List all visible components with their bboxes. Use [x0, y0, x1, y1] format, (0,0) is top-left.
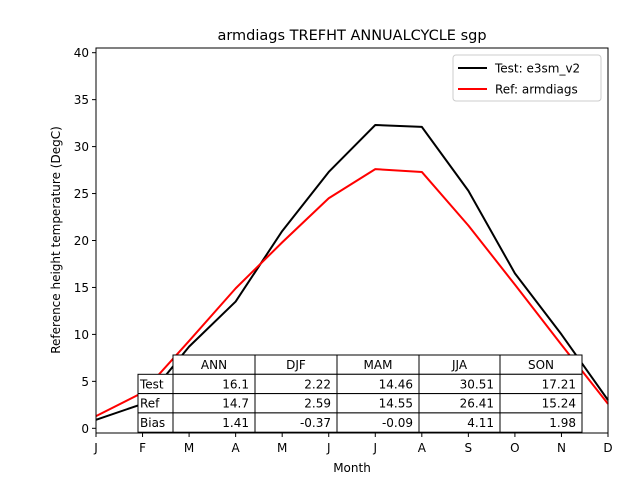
x-tick-label: J: [326, 441, 331, 455]
table-cell-value: 30.51: [460, 377, 494, 391]
table-header-label: JJA: [451, 358, 468, 372]
table-row-label: Test: [139, 377, 164, 391]
table-cell: [499, 412, 583, 433]
y-tick-label: 20: [74, 234, 89, 248]
table-cell-value: 17.21: [542, 377, 576, 391]
x-tick-label: J: [93, 441, 98, 455]
x-tick-label: M: [184, 441, 194, 455]
table-cell-value: -0.09: [382, 416, 413, 430]
x-tick-label: S: [465, 441, 473, 455]
table-cell-value: 14.46: [379, 377, 413, 391]
series-line-ref: [95, 168, 609, 417]
x-tick-label: N: [557, 441, 566, 455]
table-header-label: SON: [528, 358, 554, 372]
y-tick-label: 40: [74, 46, 89, 60]
y-tick-label: 30: [74, 140, 89, 154]
table-row-label: Bias: [140, 416, 165, 430]
table-cell-value: 1.98: [549, 416, 576, 430]
table-cell-value: 15.24: [542, 397, 576, 411]
y-tick-label: 25: [74, 187, 89, 201]
legend-box: [452, 54, 602, 102]
stats-table: ANN DJF MAM JJA SON Test 16.1 2.22 14.46 30.51 17.…: [137, 354, 583, 433]
legend: Test: e3sm_v2 Ref: armdiags: [452, 54, 602, 102]
y-tick-label: 10: [74, 328, 89, 342]
table-header-label: DJF: [286, 358, 306, 372]
table-cell-value: 1.41: [222, 416, 249, 430]
x-tick-label: F: [139, 441, 146, 455]
table-cell-value: 2.59: [304, 397, 331, 411]
legend-label: Test: e3sm_v2: [494, 62, 580, 76]
x-tick-label: J: [372, 441, 377, 455]
x-tick-label: A: [418, 441, 427, 455]
table-cell-value: 2.22: [304, 377, 331, 391]
x-tick-label: M: [277, 441, 287, 455]
x-tick-label: O: [510, 441, 519, 455]
table-cell-value: 14.55: [379, 397, 413, 411]
x-tick-label: D: [603, 441, 612, 455]
x-tick-label: A: [232, 441, 241, 455]
y-axis-label: Reference height temperature (DegC): [49, 126, 63, 354]
table-cell-value: -0.37: [300, 416, 331, 430]
y-tick-label: 0: [81, 422, 89, 436]
y-tick-label: 5: [81, 375, 89, 389]
table-header-label: MAM: [364, 358, 393, 372]
x-axis-label: Month: [333, 461, 371, 475]
y-tick-label: 35: [74, 93, 89, 107]
table-cell-value: 26.41: [460, 397, 494, 411]
chart-title: armdiags TREFHT ANNUALCYCLE sgp: [217, 28, 486, 44]
legend-label: Ref: armdiags: [495, 83, 578, 97]
table-row-label: Ref: [140, 397, 160, 411]
y-axis: 0 5 10 15 20 25 30 35 40: [74, 46, 96, 436]
table-cell-value: 16.1: [222, 377, 249, 391]
table-cell-value: 4.11: [467, 416, 494, 430]
y-tick-label: 15: [74, 281, 89, 295]
table-cell-value: 14.7: [222, 397, 249, 411]
table-header-label: ANN: [201, 358, 227, 372]
